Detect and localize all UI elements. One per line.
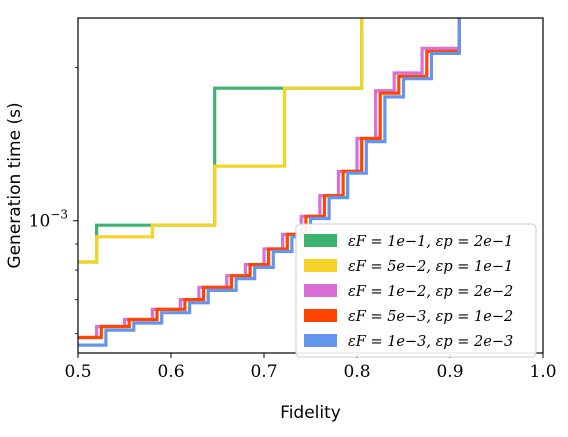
x-tick-label: 1.0 [529, 362, 556, 382]
series-line-5 [78, 18, 461, 347]
x-tick-label: 0.8 [343, 362, 370, 382]
x-tick-label: 0.5 [64, 362, 91, 382]
legend-swatch [304, 284, 337, 297]
legend-swatch [304, 309, 337, 322]
legend-swatch [304, 259, 337, 272]
legend-label: εF = 1e−2, εp = 2e−2 [348, 284, 513, 300]
legend-label: εF = 1e−3, εp = 2e−3 [348, 334, 513, 350]
x-tick-label: 0.9 [436, 362, 463, 382]
legend-label: εF = 5e−2, εp = 1e−1 [348, 259, 513, 275]
legend-swatch [304, 234, 337, 247]
legend-label: εF = 1e−1, εp = 2e−1 [348, 234, 513, 250]
series-line-4 [78, 18, 461, 340]
series-line-2 [78, 18, 364, 264]
legend: εF = 1e−1, εp = 2e−1 εF = 5e−2, εp = 1e−1… [295, 223, 537, 358]
x-tick-label: 0.7 [250, 362, 277, 382]
plot-area [78, 18, 461, 347]
legend-label: εF = 5e−3, εp = 1e−2 [348, 309, 513, 325]
y-tick-label: 10−3 [29, 208, 68, 232]
legend-swatch [304, 334, 337, 347]
axes: 0.5 0.6 0.7 0.8 0.9 1.0 10−3 [29, 17, 557, 382]
y-axis-label: Generation time (s) [5, 102, 25, 268]
legend-box [295, 223, 537, 358]
x-tick-label: 0.6 [157, 362, 184, 382]
x-axis-label: Fidelity [280, 403, 341, 423]
